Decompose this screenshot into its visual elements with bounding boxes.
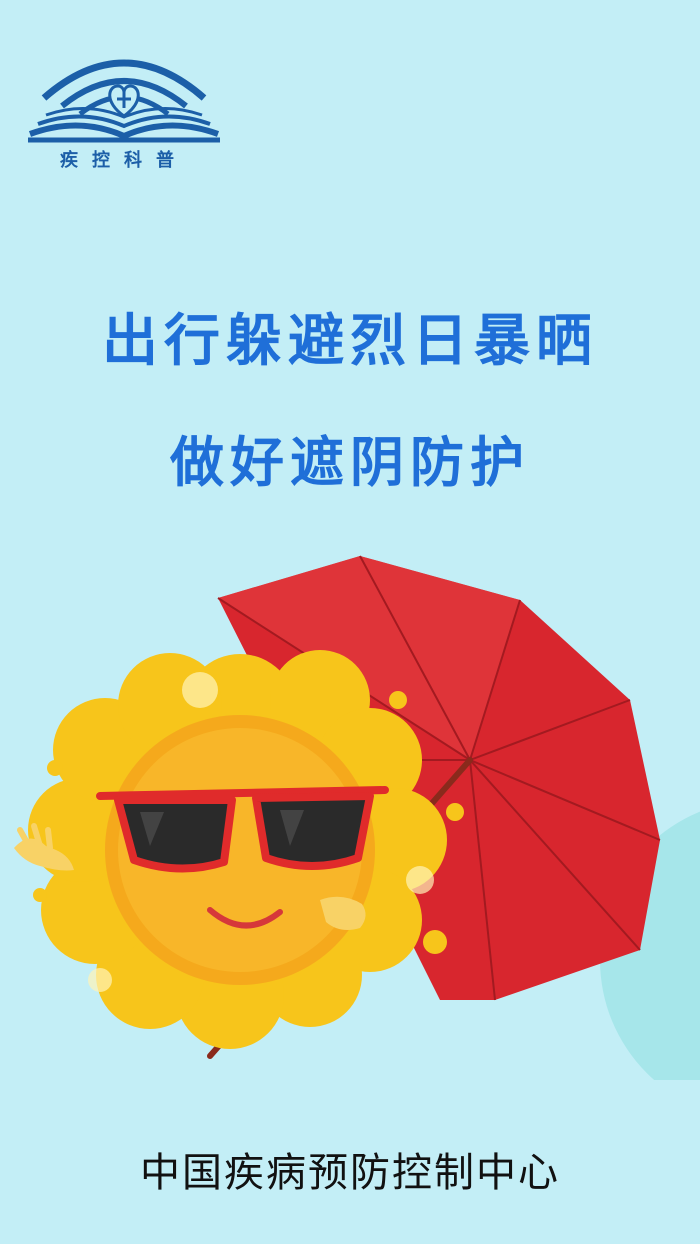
sun-umbrella-illustration bbox=[14, 555, 700, 1080]
sunglasses-icon bbox=[96, 786, 389, 873]
open-book-heart-icon bbox=[28, 59, 220, 143]
organization-name: 中国疾病预防控制中心 bbox=[140, 1150, 560, 1196]
logo-caption: 疾控科普 bbox=[60, 150, 188, 171]
sun-icon bbox=[14, 650, 464, 1049]
headline-line-2: 做好遮阴防护 bbox=[170, 431, 530, 494]
headline-line-1: 出行躲避烈日暴晒 bbox=[102, 309, 598, 374]
